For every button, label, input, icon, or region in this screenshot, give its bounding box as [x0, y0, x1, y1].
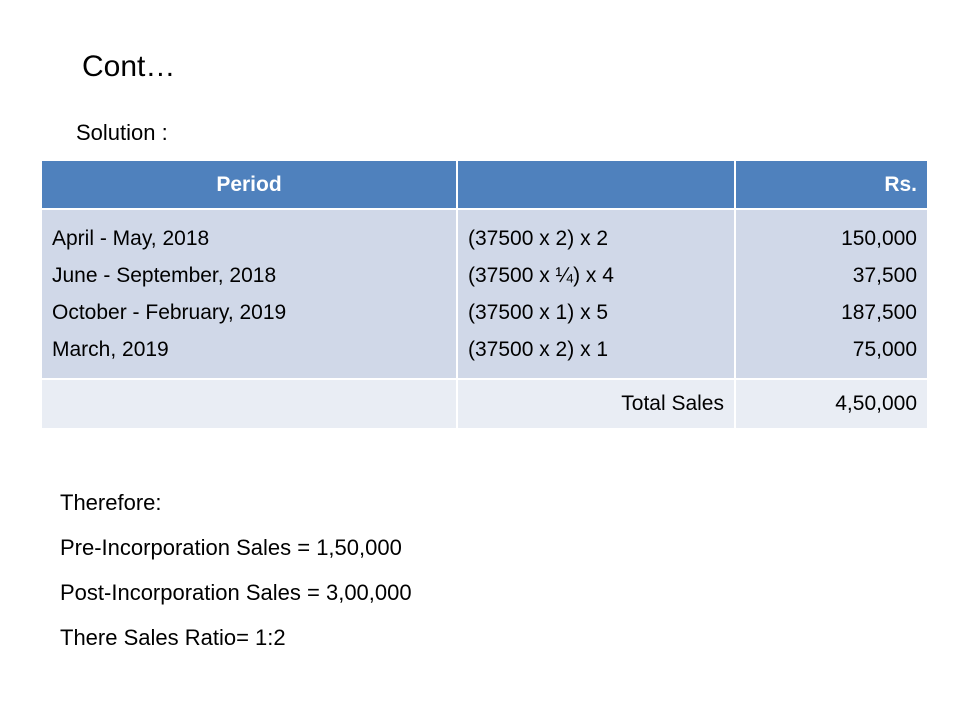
- total-row: Total Sales 4,50,000: [40, 378, 929, 430]
- period-line: April - May, 2018: [52, 227, 210, 250]
- solution-label: Solution :: [76, 120, 168, 145]
- calculation-line: (37500 x 1) x 5: [468, 301, 609, 324]
- period-cell: April - May, 2018 June - September, 2018…: [40, 208, 458, 380]
- calculation-line: (37500 x ¼) x 4: [468, 264, 614, 287]
- amount-line: 75,000: [852, 338, 917, 361]
- period-line: March, 2019: [52, 338, 169, 361]
- conclusion-block: Therefore: Pre-Incorporation Sales = 1,5…: [60, 480, 412, 660]
- pre-incorporation-sales: Pre-Incorporation Sales = 1,50,000: [60, 535, 402, 560]
- table-header-row: Period Rs.: [40, 161, 929, 210]
- header-calculation: [456, 161, 736, 210]
- slide-title: Cont…: [82, 50, 176, 83]
- calculation-line: (37500 x 2) x 2: [468, 227, 609, 250]
- post-incorporation-sales: Post-Incorporation Sales = 3,00,000: [60, 580, 412, 605]
- header-amount: Rs.: [734, 161, 929, 210]
- header-period: Period: [40, 161, 458, 210]
- period-line: June - September, 2018: [52, 264, 277, 287]
- amount-cell: 150,000 37,500 187,500 75,000: [734, 208, 929, 380]
- calculation-line: (37500 x 2) x 1: [468, 338, 609, 361]
- sales-ratio: There Sales Ratio= 1:2: [60, 625, 286, 650]
- calculation-cell: (37500 x 2) x 2 (37500 x ¼) x 4 (37500 x…: [456, 208, 736, 380]
- period-line: October - February, 2019: [52, 301, 287, 324]
- amount-line: 187,500: [841, 301, 917, 324]
- total-label: Total Sales: [456, 378, 736, 430]
- sales-calculation-table: Period Rs. April - May, 2018 June - Sept…: [40, 161, 929, 430]
- amount-line: 150,000: [841, 227, 917, 250]
- table-row: April - May, 2018 June - September, 2018…: [40, 208, 929, 380]
- total-empty-cell: [40, 378, 458, 430]
- total-value: 4,50,000: [734, 378, 929, 430]
- conclusion-heading: Therefore:: [60, 490, 162, 515]
- amount-line: 37,500: [852, 264, 917, 287]
